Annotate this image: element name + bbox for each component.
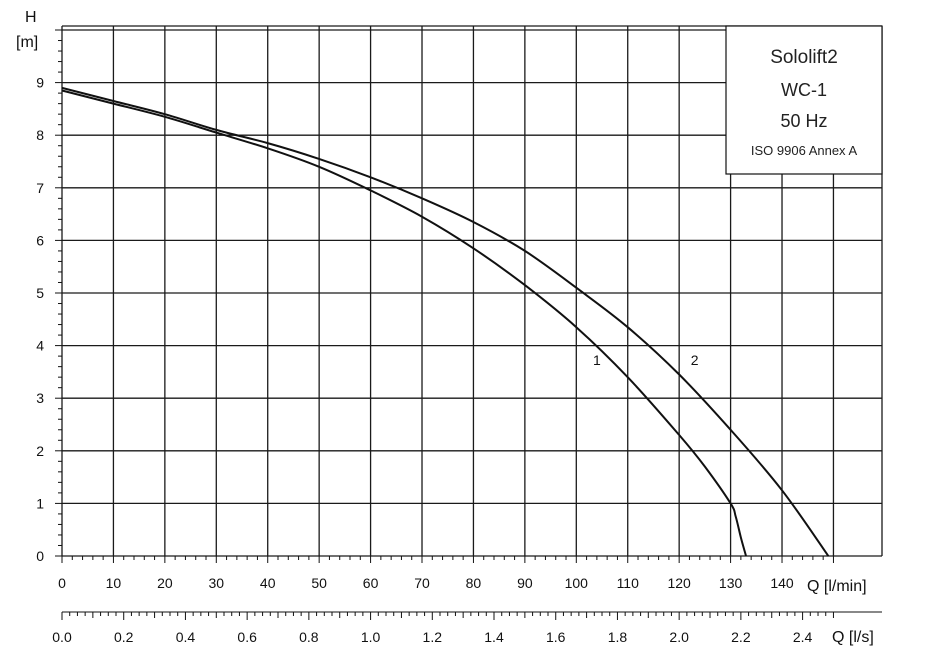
x-tick-label-secondary: 0.4 xyxy=(176,629,196,645)
ticks xyxy=(55,29,882,620)
info-box: Sololift2 WC-1 50 Hz ISO 9906 Annex A xyxy=(725,25,883,175)
x-tick-label-primary: 120 xyxy=(667,575,691,591)
curve-label-1: 1 xyxy=(593,352,601,368)
x-tick-label-secondary: 0.8 xyxy=(299,629,319,645)
info-model: Sololift2 xyxy=(770,47,838,68)
x-tick-label-primary: 140 xyxy=(770,575,794,591)
y-tick-label: 5 xyxy=(36,285,44,301)
y-tick-label: 0 xyxy=(36,548,44,564)
x-axis-secondary-label: Q [l/s] xyxy=(832,629,874,646)
x-tick-label-primary: 0 xyxy=(58,575,66,591)
curve-series-2 xyxy=(61,86,830,557)
x-tick-label-secondary: 1.6 xyxy=(546,629,566,645)
x-tick-label-secondary: 2.2 xyxy=(731,629,751,645)
x-tick-label-primary: 50 xyxy=(311,575,327,591)
x-tick-label-primary: 110 xyxy=(617,575,640,591)
x-tick-label-secondary: 1.2 xyxy=(423,629,443,645)
x-tick-label-secondary: 1.0 xyxy=(361,629,381,645)
info-standard: ISO 9906 Annex A xyxy=(751,143,858,158)
y-tick-label: 3 xyxy=(36,390,44,406)
y-tick-label: 9 xyxy=(36,75,44,91)
x-tick-label-secondary: 0.0 xyxy=(52,629,72,645)
curve-series-1 xyxy=(61,89,747,557)
info-variant: WC-1 xyxy=(781,80,827,100)
x-tick-label-secondary: 1.8 xyxy=(608,629,628,645)
y-tick-label: 1 xyxy=(36,495,44,511)
x-tick-label-primary: 70 xyxy=(414,575,430,591)
x-tick-label-primary: 80 xyxy=(466,575,482,591)
x-tick-label-primary: 90 xyxy=(517,575,533,591)
x-tick-label-primary: 60 xyxy=(363,575,379,591)
y-axis-unit: [m] xyxy=(16,34,38,51)
x-tick-label-secondary: 0.2 xyxy=(114,629,134,645)
x-axis-primary-label: Q [l/min] xyxy=(807,578,867,595)
x-tick-label-primary: 20 xyxy=(157,575,173,591)
y-tick-label: 2 xyxy=(36,443,44,459)
x-tick-label-secondary: 2.4 xyxy=(793,629,813,645)
y-tick-label: 7 xyxy=(36,180,44,196)
x-tick-label-primary: 130 xyxy=(719,575,743,591)
y-tick-label: 8 xyxy=(36,127,44,143)
x-tick-label-primary: 10 xyxy=(106,575,122,591)
curve-label-2: 2 xyxy=(691,352,699,368)
x-tick-label-primary: 30 xyxy=(209,575,225,591)
x-tick-label-secondary: 1.4 xyxy=(484,629,504,645)
x-tick-label-secondary: 2.0 xyxy=(669,629,689,645)
x-tick-label-secondary: 0.6 xyxy=(237,629,257,645)
y-axis-symbol: H xyxy=(25,9,37,26)
y-tick-label: 4 xyxy=(36,338,44,354)
info-frequency: 50 Hz xyxy=(780,111,827,131)
y-tick-label: 6 xyxy=(36,232,44,248)
x-tick-label-primary: 40 xyxy=(260,575,276,591)
x-tick-label-primary: 100 xyxy=(565,575,589,591)
